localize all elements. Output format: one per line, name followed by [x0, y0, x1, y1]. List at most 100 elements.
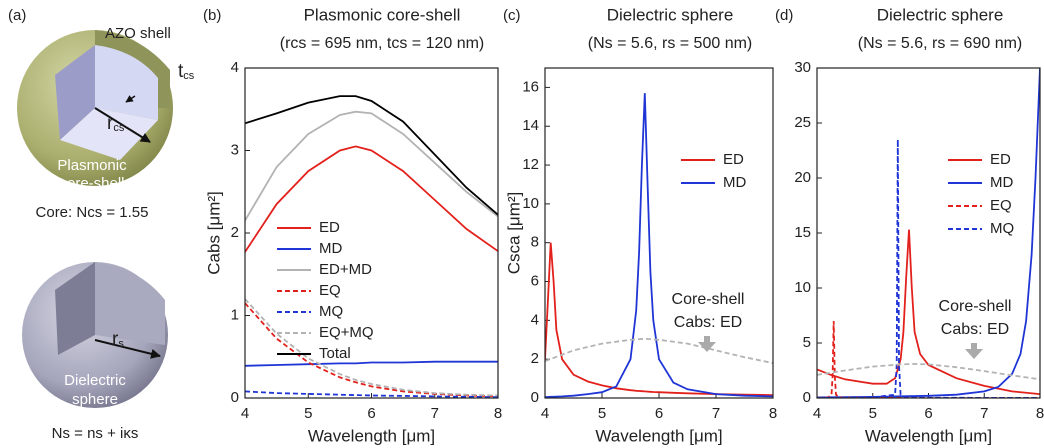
- y-tick-label: 5: [803, 334, 811, 351]
- y-tick-label: 3: [231, 141, 239, 158]
- series-line: [245, 360, 498, 367]
- y-tick-label: 4: [531, 311, 539, 328]
- x-tick-label: 8: [769, 405, 777, 422]
- legend-label: Total: [319, 345, 351, 362]
- y-tick-label: 4: [231, 59, 239, 76]
- radius-label: rcs: [107, 113, 125, 134]
- legend-label: MQ: [990, 220, 1014, 237]
- legend-label: EQ: [319, 282, 341, 299]
- y-axis-label: Cabs [μm²]: [204, 191, 223, 274]
- symbol: r: [112, 329, 119, 350]
- chart-subtitle: (Ns = 5.6, rs = 690 nm): [858, 35, 1023, 52]
- subscript: cs: [113, 122, 125, 134]
- legend-label: MD: [990, 174, 1013, 191]
- y-tick-label: 2: [231, 224, 239, 241]
- legend-label: EQ: [990, 197, 1012, 214]
- chart-subtitle: (Ns = 5.6, rs = 500 nm): [588, 35, 753, 52]
- y-tick-label: 12: [522, 156, 539, 173]
- y-tick-label: 1: [231, 306, 239, 323]
- legend-label: ED: [319, 219, 340, 236]
- legend-label: MD: [319, 240, 342, 257]
- chart-title: Plasmonic core-shell: [304, 5, 461, 24]
- plot-area: [545, 93, 773, 398]
- annotation-arrow: [698, 336, 716, 352]
- annotation: Core-shell: [672, 291, 745, 308]
- thickness-arrow: [125, 95, 136, 103]
- y-tick-label: 20: [794, 169, 811, 186]
- legend-label: ED: [990, 151, 1011, 168]
- annotation: Cabs: ED: [674, 314, 742, 331]
- symbol: t: [178, 61, 184, 82]
- x-tick-label: 6: [367, 405, 375, 422]
- series-line: [817, 68, 1040, 398]
- sphere-cut: [95, 262, 165, 345]
- radius-arrow: [94, 339, 161, 359]
- legend-label: ED+MD: [319, 261, 372, 278]
- series-line: [545, 242, 773, 396]
- sphere-cut-side: [55, 262, 95, 355]
- annotation-arrow: [965, 343, 983, 359]
- y-tick-label: 6: [531, 272, 539, 289]
- x-tick-label: 6: [924, 405, 932, 422]
- x-tick-label: 5: [304, 405, 312, 422]
- name-line: sphere: [72, 391, 118, 408]
- x-tick-label: 8: [494, 405, 502, 422]
- core-cut-bottom: [60, 108, 158, 160]
- x-tick-label: 7: [712, 405, 720, 422]
- x-tick-label: 8: [1036, 405, 1044, 422]
- y-tick-label: 8: [531, 234, 539, 251]
- annotation: Core-shell: [939, 298, 1012, 315]
- series-line: [545, 93, 773, 398]
- x-tick-label: 5: [598, 405, 606, 422]
- y-tick-label: 0: [531, 389, 539, 406]
- y-tick-label: 10: [522, 195, 539, 212]
- panel-label: (a): [8, 7, 26, 24]
- sphere-index: Ns = ns + iκs: [52, 425, 139, 442]
- axes-frame: [244, 67, 499, 399]
- y-tick-label: 0: [803, 389, 811, 406]
- plot-area: [817, 68, 1040, 398]
- panel: (d) Dielectric sphere (Ns = 5.6, rs = 690 …: [775, 5, 1044, 445]
- x-tick-label: 7: [431, 405, 439, 422]
- y-tick-label: 15: [794, 224, 811, 241]
- shell-label: AZO shell: [105, 25, 171, 42]
- legend-label: MD: [723, 174, 746, 191]
- plot-area: [245, 95, 498, 398]
- x-tick-label: 6: [655, 405, 663, 422]
- x-tick-label: 4: [813, 405, 821, 422]
- x-tick-label: 4: [241, 405, 249, 422]
- x-tick-label: 7: [980, 405, 988, 422]
- subscript: cs: [183, 70, 195, 82]
- panel-label: (b): [203, 7, 221, 24]
- y-tick-label: 30: [794, 59, 811, 76]
- core-index: Core: Ncs = 1.55: [36, 204, 149, 221]
- legend-label: MQ: [319, 303, 343, 320]
- y-tick-label: 25: [794, 114, 811, 131]
- panel: (c) Dielectric sphere (Ns = 5.6, rs = 500 …: [503, 5, 777, 445]
- name-line: core-shell: [59, 175, 124, 192]
- series-line: [245, 302, 498, 398]
- symbol: r: [107, 113, 114, 134]
- axes-frame: [544, 67, 774, 399]
- y-tick-label: 10: [794, 279, 811, 296]
- series-line: [817, 229, 1040, 395]
- y-tick-label: 16: [522, 78, 539, 95]
- core-cut-side: [55, 45, 95, 140]
- x-axis-label: Wavelength [μm]: [865, 426, 992, 445]
- chart-title: Dielectric sphere: [607, 5, 734, 24]
- series-line: [245, 298, 498, 397]
- panel: (b) Plasmonic core-shell (rcs = 695 nm, tc…: [203, 5, 502, 445]
- legend-label: ED: [723, 151, 744, 168]
- series-line: [817, 139, 1040, 398]
- panel-label: (d): [775, 7, 793, 24]
- chart-subtitle: (rcs = 695 nm, tcs = 120 nm): [280, 35, 485, 52]
- radius-arrow: [94, 107, 151, 143]
- name-line: Dielectric: [64, 372, 126, 389]
- y-tick-label: 14: [522, 117, 539, 134]
- x-tick-label: 4: [541, 405, 549, 422]
- x-tick-label: 5: [869, 405, 877, 422]
- name-line: Plasmonic: [57, 157, 127, 174]
- core-cut: [95, 45, 158, 120]
- subscript: s: [118, 338, 124, 350]
